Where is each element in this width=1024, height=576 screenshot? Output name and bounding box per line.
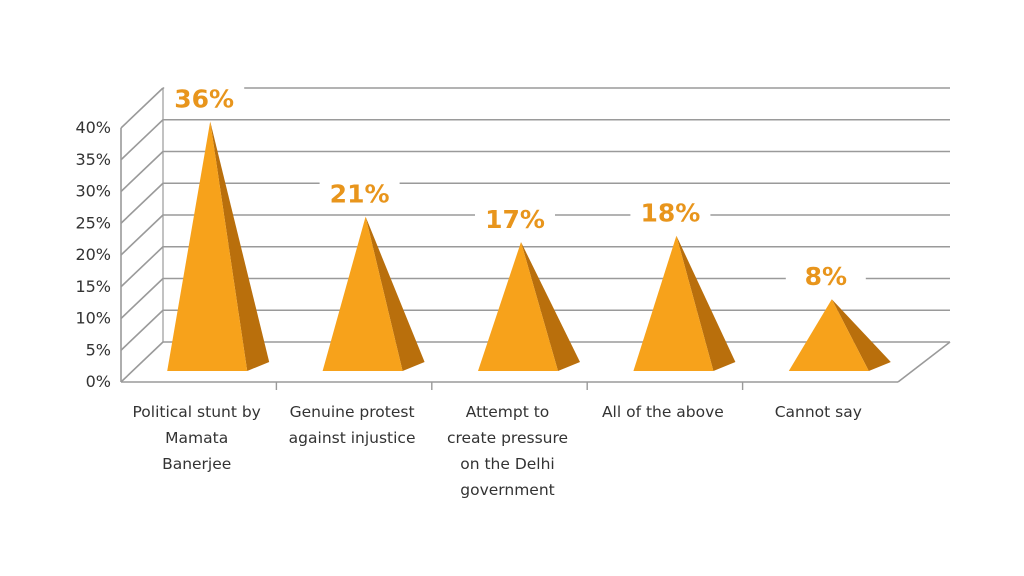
pyramid-bars [167, 121, 891, 372]
pyramid-side-face [521, 242, 580, 371]
category-label: Political stunt by Mamata Banerjee [133, 403, 261, 473]
data-label-bg [319, 175, 400, 212]
category-label: All of the above [602, 403, 724, 421]
category-label-line: Political stunt by [133, 403, 261, 421]
category-label: Cannot say [775, 403, 862, 421]
category-label-line: Genuine protest [290, 403, 415, 421]
data-labels: 36% 21% 17% 18% 8% [164, 80, 866, 295]
category-label: Attempt to create pressure on the Delhi gov… [447, 403, 568, 499]
pyramid-side-face [676, 235, 736, 371]
category-label-line: All of the above [602, 403, 724, 421]
y-tick-label: 40% [75, 118, 111, 137]
category-label-line: create pressure [447, 429, 568, 447]
y-tick-label: 5% [86, 340, 111, 359]
pyramid-front-face [167, 121, 248, 372]
gridline-side [120, 182, 164, 224]
pyramid-front-face [478, 242, 558, 371]
gridline-side [120, 341, 164, 383]
category-label-line: Banerjee [162, 455, 231, 473]
pyramid-side-face [210, 121, 270, 372]
gridline-side [120, 150, 164, 193]
data-label: 18% [640, 199, 700, 228]
gridline-side [120, 246, 164, 288]
data-label: 17% [485, 205, 545, 234]
y-axis-tick-labels: 0% 5% 10% 15% 20% 25% 30% 35% 40% [75, 118, 111, 391]
y-tick-label: 30% [75, 182, 111, 201]
category-label-line: Attempt to [466, 403, 550, 421]
pyramid-front-face [788, 299, 869, 371]
data-label-bg [164, 80, 245, 117]
gridline-side [120, 277, 164, 320]
category-label: Genuine protest against injustice [289, 403, 416, 447]
y-tick-label: 25% [75, 213, 111, 232]
y-tick-label: 20% [75, 245, 111, 264]
pyramid-front-face [633, 235, 714, 371]
data-label: 8% [805, 262, 847, 291]
category-label-line: Cannot say [775, 403, 862, 421]
category-label-line: Mamata [165, 429, 228, 447]
category-labels: Political stunt by Mamata Banerjee Genuine … [133, 403, 862, 499]
data-label-bg [785, 258, 866, 295]
y-tick-label: 10% [75, 309, 111, 328]
pyramid-side-face [365, 216, 425, 371]
pyramid-front-face [322, 216, 403, 371]
category-label-line: on the Delhi [460, 455, 555, 473]
y-tick-label: 35% [75, 150, 111, 169]
data-label-bg [475, 201, 555, 238]
y-tick-label: 15% [75, 277, 111, 296]
data-label-bg [630, 194, 711, 231]
category-label-line: against injustice [289, 429, 416, 447]
gridline-side [120, 309, 164, 351]
gridlines [120, 87, 951, 390]
data-label: 21% [330, 180, 390, 209]
pyramid-side-face [831, 299, 891, 371]
category-label-line: government [460, 481, 555, 499]
data-label: 36% [174, 84, 234, 113]
gridline-side [120, 214, 164, 256]
gridline-side [120, 119, 164, 161]
gridline-side [120, 87, 164, 129]
y-tick-label: 0% [86, 372, 111, 391]
floor-right-edge [897, 341, 951, 383]
